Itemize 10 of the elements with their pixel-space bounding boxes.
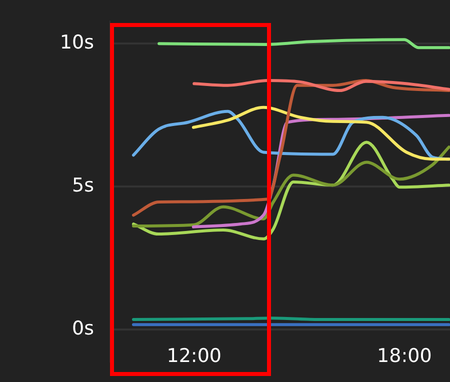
x-tick-label: 12:00	[166, 344, 222, 367]
line-series	[192, 79, 450, 92]
x-tick-label: 18:00	[377, 344, 432, 367]
y-tick-label: 5s	[72, 174, 94, 197]
line-series	[132, 140, 450, 240]
y-tick-label: 0s	[72, 317, 94, 340]
y-tick-label: 10s	[60, 32, 94, 54]
line-series	[132, 146, 450, 228]
line-series	[158, 38, 450, 50]
line-series	[192, 106, 450, 161]
